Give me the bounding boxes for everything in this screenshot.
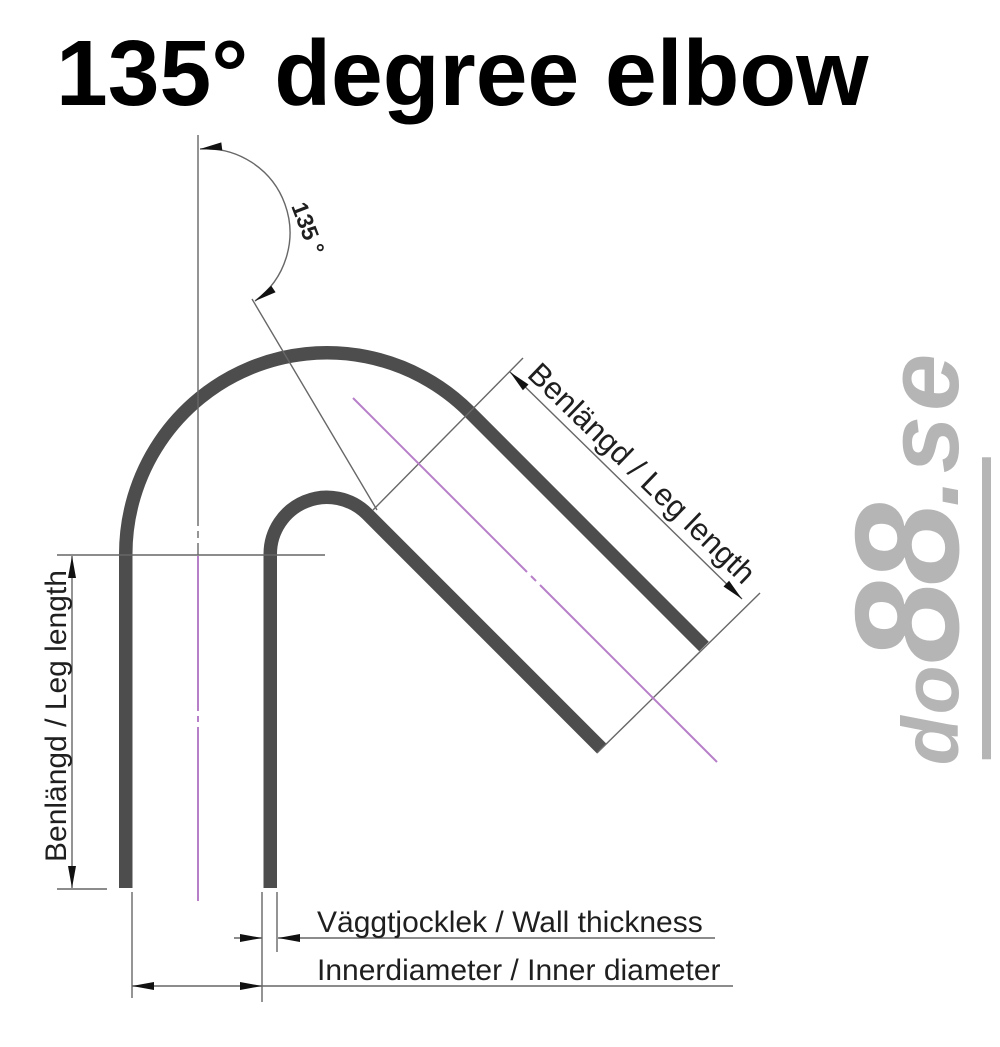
arrowheads (68, 142, 742, 990)
left-leg-length-label: Benlängd / Leg length (40, 570, 73, 862)
diag-leg-dimension-line (509, 371, 743, 600)
wall-dim-left-arrow (240, 934, 262, 942)
angle-arc-top-arrow (200, 142, 223, 151)
id-dim-right-arrow (240, 982, 262, 990)
diagonal-leg-centerline-dash (530, 575, 537, 582)
inner-diameter-label: Innerdiameter / Inner diameter (317, 954, 721, 987)
watermark-do: do (886, 663, 975, 766)
id-dim-left-arrow (132, 982, 154, 990)
page-title: 135° degree elbow (56, 21, 869, 125)
diag-dim-end-arrow (723, 580, 742, 599)
diag-end-extension (596, 592, 761, 754)
diagonal-leg-centerline (352, 397, 528, 573)
wall-dim-right-arrow (278, 934, 300, 942)
left-dim-bottom-arrow (68, 866, 76, 888)
dimension-lines (71, 148, 743, 987)
construction-lines (57, 135, 761, 1002)
elbow-pipe (119, 346, 709, 888)
diag-dim-start-arrow (510, 372, 529, 391)
angle-arc (199, 148, 291, 302)
angle-value-label: 135 ° (286, 198, 330, 258)
do88-watermark: do 88 .se (825, 348, 991, 766)
angle-arc-bottom-arrow (255, 285, 276, 301)
diagonal-leg-centerline2 (539, 584, 718, 763)
watermark-se: .se (865, 348, 980, 507)
diag-start-extension (372, 357, 524, 511)
angle-ray (251, 298, 378, 511)
left-dim-top-arrow (68, 556, 76, 578)
wall-thickness-label: Väggtjocklek / Wall thickness (317, 906, 703, 939)
pipe-bore (132, 359, 700, 888)
watermark-88: 88 (825, 506, 990, 664)
centerlines (197, 397, 718, 901)
watermark-underline (982, 457, 991, 760)
